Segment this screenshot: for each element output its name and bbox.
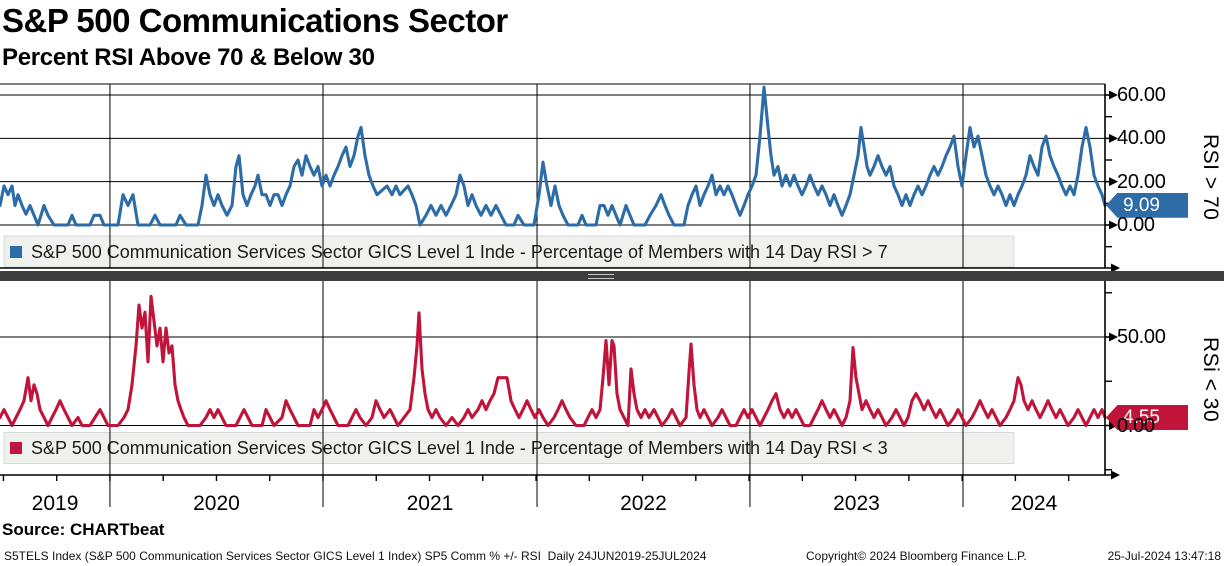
footer-ticker-info: S5TELS Index (S&P 500 Communication Serv… xyxy=(4,549,707,563)
footer-timestamp: 25-Jul-2024 13:47:18 xyxy=(1107,549,1221,563)
page-title: S&P 500 Communications Sector xyxy=(2,2,508,39)
page-subtitle: Percent RSI Above 70 & Below 30 xyxy=(2,44,375,71)
source-line: Source: CHARTbeat xyxy=(2,520,165,539)
panel-resize-handle-icon[interactable] xyxy=(588,273,614,279)
footer-copyright: Copyright© 2024 Bloomberg Finance L.P. xyxy=(806,549,1027,563)
panel-divider xyxy=(0,271,1224,281)
